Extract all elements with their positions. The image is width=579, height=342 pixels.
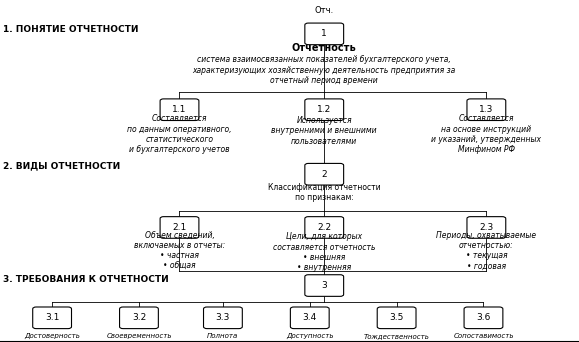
- Text: Составляется
по данным оперативного,
статистического
и бухгалтерского учетов: Составляется по данным оперативного, ста…: [127, 114, 232, 154]
- Text: система взаимосвязанных показателей бухгалтерского учета,
характеризующих хозяйс: система взаимосвязанных показателей бухг…: [193, 55, 456, 85]
- Text: 2: 2: [321, 170, 327, 179]
- Text: Сопоставимость: Сопоставимость: [453, 333, 514, 339]
- FancyBboxPatch shape: [32, 307, 72, 329]
- Text: Цели, для которых
составляется отчетность
• внешняя
• внутренняя: Цели, для которых составляется отчетност…: [273, 232, 376, 273]
- Text: 3: 3: [321, 281, 327, 290]
- FancyBboxPatch shape: [204, 307, 242, 329]
- FancyBboxPatch shape: [467, 216, 506, 238]
- Text: Используется
внутренними и внешними
пользователями: Используется внутренними и внешними поль…: [272, 116, 377, 146]
- Text: 3.3: 3.3: [216, 313, 230, 322]
- Text: 1.3: 1.3: [479, 105, 493, 114]
- Text: 2.3: 2.3: [479, 223, 493, 232]
- Text: Отчетность: Отчетность: [292, 43, 357, 53]
- FancyBboxPatch shape: [119, 307, 158, 329]
- FancyBboxPatch shape: [305, 163, 344, 185]
- Text: Доступность: Доступность: [286, 333, 334, 339]
- Text: 1.2: 1.2: [317, 105, 331, 114]
- Text: 1: 1: [321, 29, 327, 38]
- Text: 3.2: 3.2: [132, 313, 146, 322]
- Text: Объем сведений,
включаемых в отчеты:
• частная
• общая: Объем сведений, включаемых в отчеты: • ч…: [134, 231, 225, 271]
- FancyBboxPatch shape: [305, 99, 344, 120]
- FancyBboxPatch shape: [305, 275, 344, 297]
- Text: 2.1: 2.1: [173, 223, 186, 232]
- Text: 3.5: 3.5: [390, 313, 404, 322]
- FancyBboxPatch shape: [305, 216, 344, 238]
- Text: 3. ТРЕБОВАНИЯ К ОТЧЕТНОСТИ: 3. ТРЕБОВАНИЯ К ОТЧЕТНОСТИ: [3, 275, 168, 284]
- Text: Тождественность: Тождественность: [364, 333, 430, 339]
- Text: 3.4: 3.4: [303, 313, 317, 322]
- Text: 1.1: 1.1: [173, 105, 186, 114]
- Text: 2.2: 2.2: [317, 223, 331, 232]
- Text: Классификация отчетности
по признакам:: Классификация отчетности по признакам:: [268, 183, 380, 202]
- Text: 3.6: 3.6: [477, 313, 490, 322]
- FancyBboxPatch shape: [378, 307, 416, 329]
- FancyBboxPatch shape: [291, 307, 329, 329]
- FancyBboxPatch shape: [160, 216, 199, 238]
- Text: Периоды, охватываемые
отчетностью:
• текущая
• годовая: Периоды, охватываемые отчетностью: • тек…: [437, 231, 536, 271]
- Text: Составляется
на основе инструкций
и указаний, утвержденных
Минфином РФ: Составляется на основе инструкций и указ…: [431, 114, 541, 154]
- Text: 1. ПОНЯТИЕ ОТЧЕТНОСТИ: 1. ПОНЯТИЕ ОТЧЕТНОСТИ: [3, 25, 138, 34]
- Text: 3.1: 3.1: [45, 313, 59, 322]
- FancyBboxPatch shape: [305, 23, 344, 45]
- FancyBboxPatch shape: [160, 99, 199, 120]
- FancyBboxPatch shape: [464, 307, 503, 329]
- Text: Достоверность: Достоверность: [24, 333, 80, 339]
- Text: Отч.: Отч.: [314, 6, 334, 15]
- FancyBboxPatch shape: [467, 99, 506, 120]
- Text: 2. ВИДЫ ОТЧЕТНОСТИ: 2. ВИДЫ ОТЧЕТНОСТИ: [3, 162, 120, 171]
- Text: Полнота: Полнота: [207, 333, 239, 339]
- Text: Своевременность: Своевременность: [106, 333, 172, 339]
